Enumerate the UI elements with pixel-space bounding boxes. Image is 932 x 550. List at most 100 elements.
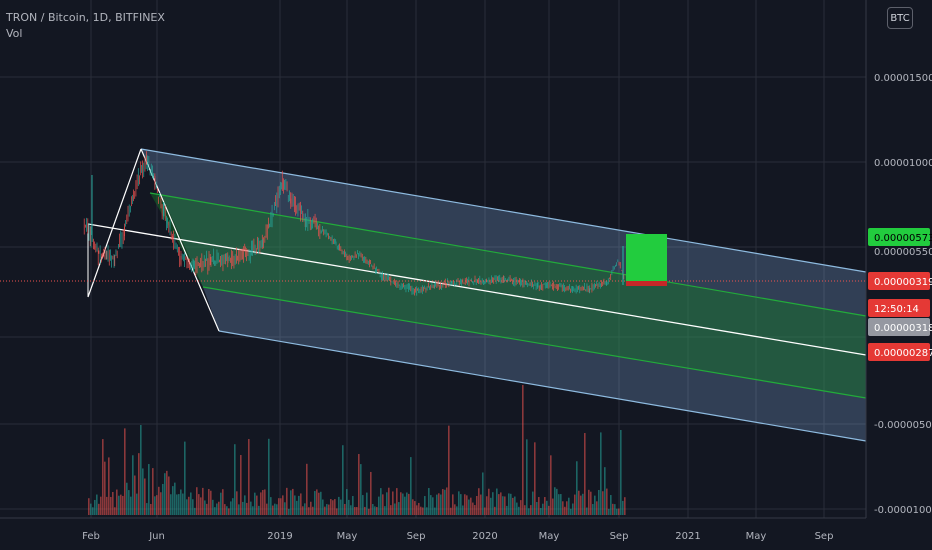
volume-bar bbox=[618, 508, 620, 515]
volume-bar bbox=[358, 454, 360, 515]
volume-bar bbox=[624, 497, 626, 515]
volume-bar bbox=[394, 503, 396, 515]
volume-bar bbox=[266, 503, 268, 515]
volume-bar bbox=[136, 493, 138, 515]
volume-bar bbox=[150, 503, 152, 515]
volume-bar bbox=[518, 506, 520, 515]
volume-bar bbox=[302, 506, 304, 515]
volume-bar bbox=[152, 468, 154, 515]
volume-bar bbox=[448, 425, 450, 515]
volume-bar bbox=[320, 491, 322, 515]
volume-bar bbox=[178, 494, 180, 515]
volume-bar bbox=[520, 500, 522, 515]
volume-bar bbox=[124, 428, 126, 515]
volume-bar bbox=[310, 501, 312, 515]
time-axis-bg bbox=[0, 518, 932, 550]
volume-bar bbox=[330, 499, 332, 515]
volume-bar bbox=[326, 504, 328, 515]
volume-bar bbox=[212, 499, 214, 515]
volume-bar bbox=[300, 493, 302, 515]
volume-bar bbox=[270, 497, 272, 515]
volume-bar bbox=[172, 486, 174, 515]
volume-bar bbox=[348, 499, 350, 515]
volume-bar bbox=[238, 504, 240, 515]
volume-bar bbox=[128, 490, 130, 515]
x-tick-label: Feb bbox=[82, 531, 100, 542]
current-price-tag: 0.00000318 bbox=[874, 323, 932, 334]
volume-bar bbox=[408, 493, 410, 515]
x-tick-label: Sep bbox=[407, 531, 426, 542]
volume-bar bbox=[158, 486, 160, 515]
volume-bar bbox=[114, 507, 116, 515]
volume-bar bbox=[126, 482, 128, 515]
volume-bar bbox=[422, 507, 424, 515]
volume-bar bbox=[420, 506, 422, 515]
position-target-box bbox=[626, 234, 667, 281]
volume-bar bbox=[188, 496, 190, 515]
symbol-title[interactable]: TRON / Bitcoin, 1D, BITFINEX bbox=[6, 11, 165, 24]
volume-bar bbox=[204, 500, 206, 515]
volume-bar bbox=[526, 439, 528, 515]
volume-bar bbox=[544, 497, 546, 515]
volume-bar bbox=[536, 502, 538, 515]
volume-bar bbox=[458, 491, 460, 515]
volume-bar bbox=[298, 495, 300, 515]
position-stop-box bbox=[626, 281, 667, 286]
pitchfork-inner-zone bbox=[150, 193, 866, 398]
volume-bar bbox=[366, 492, 368, 515]
volume-bar bbox=[160, 492, 162, 515]
volume-bar bbox=[304, 503, 306, 515]
volume-bar bbox=[206, 503, 208, 515]
volume-bar bbox=[590, 491, 592, 515]
volume-bar bbox=[398, 502, 400, 515]
volume-bar bbox=[230, 501, 232, 515]
volume-bar bbox=[282, 495, 284, 515]
volume-bar bbox=[564, 506, 566, 515]
pitchfork-handle-b bbox=[140, 148, 220, 332]
volume-bar bbox=[560, 494, 562, 515]
volume-bar bbox=[274, 503, 276, 515]
volume-bar bbox=[600, 432, 602, 515]
volume-bar bbox=[100, 496, 102, 515]
volume-bar bbox=[570, 508, 572, 515]
volume-bar bbox=[568, 497, 570, 515]
currency-button[interactable]: BTC bbox=[887, 7, 913, 29]
volume-bar bbox=[488, 488, 490, 515]
volume-bar bbox=[482, 472, 484, 515]
volume-bar bbox=[554, 487, 556, 515]
volume-bar bbox=[574, 494, 576, 515]
volume-bar bbox=[208, 489, 210, 515]
y-tick-label: -0.00000500 bbox=[874, 420, 932, 431]
volume-bar bbox=[156, 495, 158, 515]
volume-bar bbox=[198, 494, 200, 515]
volume-bar bbox=[468, 499, 470, 515]
volume-bar bbox=[192, 499, 194, 515]
entry-price-tag-bg bbox=[868, 272, 930, 290]
volume-bar bbox=[486, 496, 488, 515]
volume-bar bbox=[540, 507, 542, 515]
volume-bar bbox=[258, 505, 260, 515]
volume-bar bbox=[522, 385, 524, 515]
volume-bar bbox=[546, 500, 548, 515]
volume-bar bbox=[612, 503, 614, 515]
volume-bar bbox=[104, 461, 106, 515]
volume-bar bbox=[616, 508, 618, 515]
volume-bar bbox=[384, 506, 386, 515]
volume-bar bbox=[180, 489, 182, 515]
y-tick-label: -0.00001000 bbox=[874, 505, 932, 516]
volume-bar bbox=[226, 506, 228, 515]
volume-bar bbox=[586, 507, 588, 515]
volume-indicator-label[interactable]: Vol bbox=[6, 27, 23, 40]
volume-bar bbox=[138, 453, 140, 515]
volume-bar bbox=[294, 495, 296, 515]
volume-bar bbox=[344, 503, 346, 515]
volume-bar bbox=[256, 495, 258, 515]
x-tick-label: Jun bbox=[148, 531, 165, 542]
volume-bar bbox=[290, 490, 292, 515]
pitchfork-lower-line bbox=[218, 330, 867, 442]
volume-bar bbox=[174, 482, 176, 515]
volume-bar bbox=[322, 499, 324, 515]
volume-bar bbox=[386, 492, 388, 515]
volume-bar bbox=[202, 487, 204, 515]
